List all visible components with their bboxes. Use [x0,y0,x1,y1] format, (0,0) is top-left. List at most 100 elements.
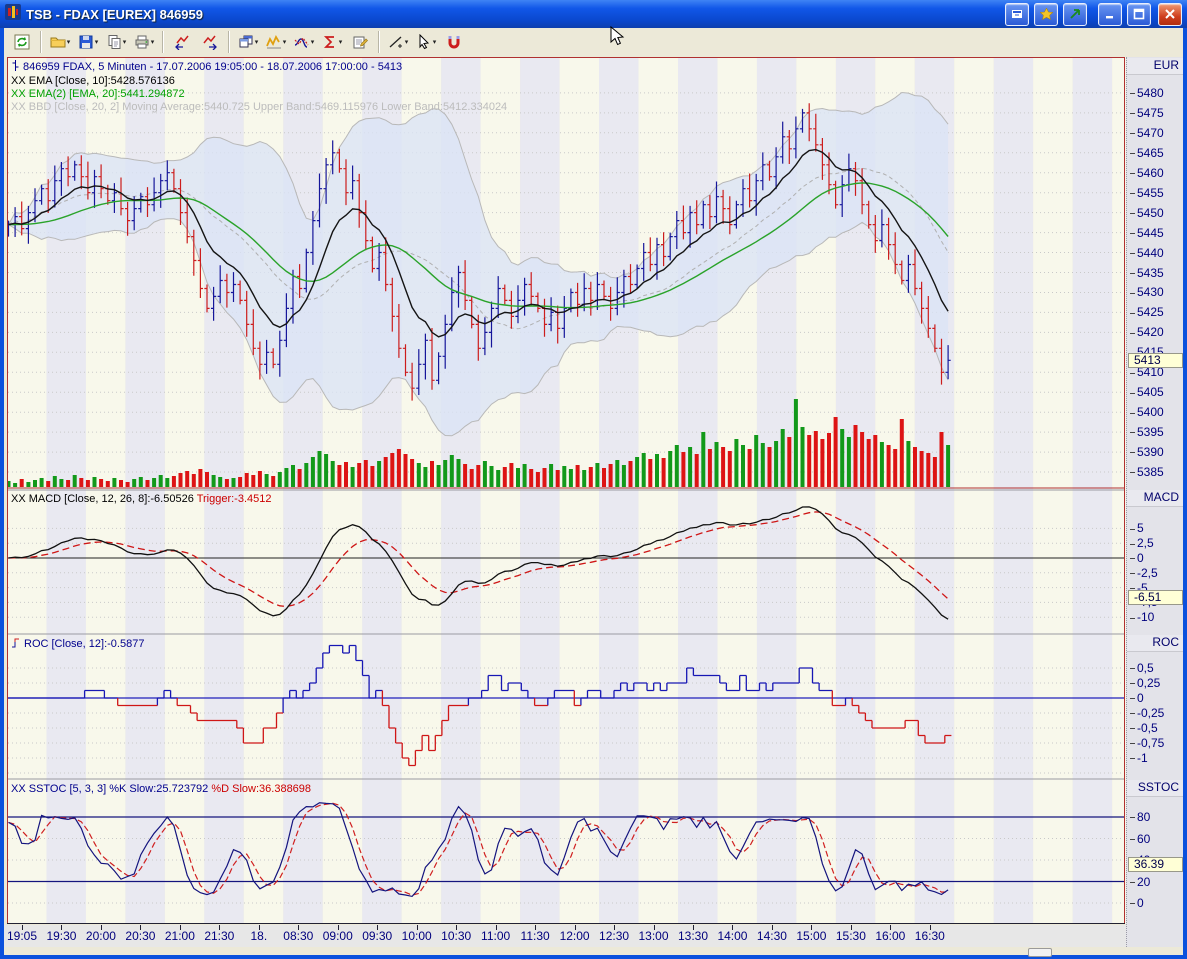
window-frame-right [1183,28,1187,959]
price-axis-tick: 5385 [1130,466,1164,479]
time-axis-label: 08:30 [283,929,314,943]
dropdown-arrow-icon[interactable]: ▾ [150,39,155,46]
time-axis-label: 21:00 [164,929,195,943]
dropdown-arrow-icon[interactable]: ▾ [66,39,71,46]
time-axis-label: 15:00 [796,929,827,943]
toolbar-separator [162,31,164,53]
price-axis-tick: 5420 [1130,326,1164,339]
macd-axis-tick: 0 [1130,552,1144,565]
scroll-chart-right-button[interactable] [196,29,224,55]
dropdown-arrow-icon[interactable]: ▾ [338,39,343,46]
price-axis-tick: 5450 [1130,206,1164,220]
roc-axis-tick: -0,5 [1130,722,1158,735]
indicators-button[interactable]: ▾ [262,29,290,55]
time-axis-tick [850,925,852,930]
price-axis-tick: 5440 [1130,246,1164,260]
price-current-value-marker: 5413 [1128,353,1183,369]
ema2-legend: XX EMA(2) [EMA, 20]:5441.294872 [11,88,185,100]
favorites-button[interactable] [1034,2,1058,26]
time-axis-tick [61,925,63,930]
minimize-button[interactable] [1098,2,1122,26]
macd-axis-tick: -2,5 [1130,566,1158,580]
value-axis[interactable]: EUR 5480 5475 5470 5465 5460 5455 5450 5445 5440 5… [1126,57,1183,947]
pointer-tool-button[interactable]: ▾ [412,29,440,55]
mouse-cursor [610,25,625,52]
roc-axis-tick: 0 [1130,692,1144,705]
time-axis-label: 12:00 [559,929,590,943]
dropdown-arrow-icon[interactable]: ▾ [404,39,409,46]
time-axis-tick [771,925,773,930]
price-axis-tick: 5400 [1130,406,1164,419]
price-legend: 846959 FDAX, 5 Minuten - 17.07.2006 19:0… [11,60,507,114]
open-file-button[interactable]: ▾ [46,29,74,55]
chart-canvas[interactable] [7,57,1126,924]
chart-properties-button[interactable] [346,29,374,55]
window-title: TSB - FDAX [EUREX] 846959 [26,6,203,22]
dock-window-button[interactable] [1005,2,1029,26]
time-axis-label: 11:30 [520,929,550,943]
toolbar-separator [228,31,230,53]
time-axis-label: 19:30 [46,929,77,943]
print-button[interactable]: ▾ [130,29,158,55]
dropdown-arrow-icon[interactable]: ▾ [254,39,259,46]
price-axis-tick: 5430 [1130,286,1164,299]
close-button[interactable] [1158,2,1182,26]
time-axis-label: 15:30 [835,929,866,943]
time-axis-tick [811,925,813,930]
time-axis-tick [929,925,931,930]
roc-axis-tick: -0,25 [1130,707,1164,720]
maximize-button[interactable] [1127,2,1151,26]
time-axis-label: 16:30 [914,929,945,943]
time-axis[interactable]: 19:05 19:30 20:00 20:30 21:00 21:30 18. 08:30 09… [4,925,1126,947]
time-axis-tick [179,925,181,930]
magnet-mode-button[interactable] [440,29,468,55]
time-axis-tick [22,925,23,930]
toolbar-separator [40,31,42,53]
dropdown-arrow-icon[interactable]: ▾ [122,39,127,46]
publish-button[interactable] [1063,2,1087,26]
time-axis-label: 14:00 [717,929,748,943]
time-axis-tick [337,925,339,930]
time-axis-label: 13:30 [677,929,708,943]
price-axis-tick: 5410 [1130,366,1164,379]
time-axis-tick [495,925,497,930]
sstoc-legend-k: XX SSTOC [5, 3, 3] %K Slow:25.723792 [11,783,209,795]
signals-button[interactable]: ▾ [318,29,346,55]
chart-windows-button[interactable]: ▾ [234,29,262,55]
price-axis-tick: 5435 [1130,266,1164,280]
price-axis-tick: 5390 [1130,446,1164,459]
roc-axis-tick: 0,5 [1130,662,1154,675]
roc-axis-tick: 0,25 [1130,677,1160,690]
dropdown-arrow-icon[interactable]: ▾ [310,39,315,46]
roc-axis-label: ROC [1127,635,1183,652]
sstoc-axis-label: SSTOC [1127,780,1183,797]
resize-grip[interactable] [1028,948,1052,957]
dropdown-arrow-icon[interactable]: ▾ [432,39,437,46]
sstoc-axis-tick: 20 [1130,875,1150,889]
time-axis-tick [890,925,892,930]
time-axis-tick [258,925,260,930]
price-axis-tick: 5480 [1130,86,1164,100]
roc-icon [11,638,21,651]
titlebar[interactable]: TSB - FDAX [EUREX] 846959 [0,0,1187,28]
refresh-chart-button[interactable] [8,29,36,55]
scroll-chart-left-button[interactable] [168,29,196,55]
time-axis-tick [219,925,221,930]
sstoc-current-value-marker: 36.39 [1128,856,1183,872]
time-axis-label: 09:00 [322,929,353,943]
macd-legend-main: XX MACD [Close, 12, 26, 8]:-6.50526 [11,493,194,505]
draw-line-button[interactable]: ▾ [384,29,412,55]
sstoc-axis-tick: 80 [1130,811,1150,824]
studies-button[interactable]: ▾ [290,29,318,55]
dropdown-arrow-icon[interactable]: ▾ [282,39,287,46]
time-axis-tick [653,925,655,930]
copy-button[interactable]: ▾ [102,29,130,55]
sstoc-legend-d: %D Slow:36.388698 [211,783,312,795]
time-axis-label: 14:30 [756,929,787,943]
time-axis-label: 18. [250,929,268,943]
time-axis-label: 11:00 [481,929,511,943]
save-button[interactable]: ▾ [74,29,102,55]
time-axis-tick [140,925,142,930]
dropdown-arrow-icon[interactable]: ▾ [94,39,99,46]
time-axis-label: 13:00 [638,929,669,943]
